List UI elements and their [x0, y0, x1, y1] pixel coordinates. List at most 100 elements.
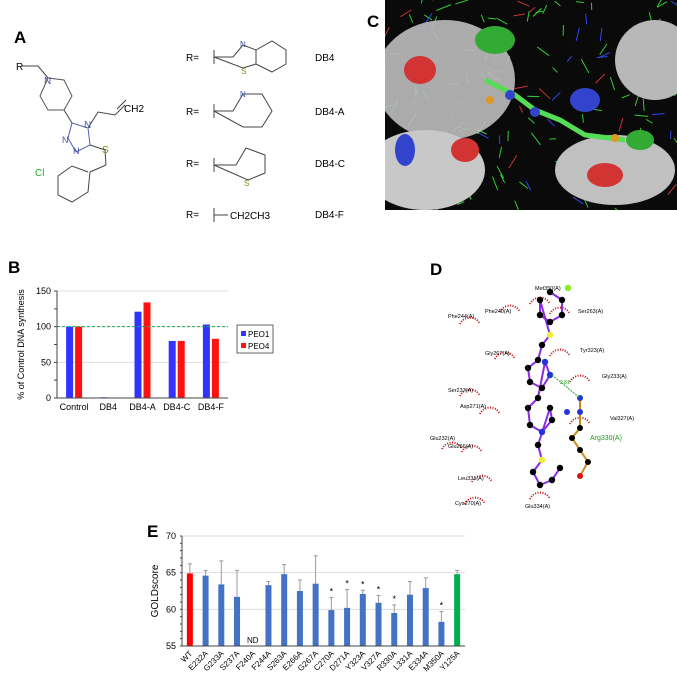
y-tick-label: 60	[166, 604, 176, 614]
bar-peo4-control	[75, 326, 83, 398]
residue-label: Val327(A)	[610, 416, 634, 422]
ligand-atom	[534, 394, 542, 402]
ligand-atom	[546, 404, 554, 412]
protein-stick	[566, 55, 573, 62]
protein-stick	[582, 114, 584, 123]
ligand-atom	[536, 481, 544, 489]
atom-label-cl: Cl	[35, 168, 44, 179]
hydrophobic-contact-arc	[441, 441, 463, 450]
compound-name-db4-f: DB4-F	[315, 210, 344, 221]
protein-stick	[408, 14, 414, 23]
protein-stick	[673, 92, 677, 97]
hydrophobic-contact-arc	[569, 416, 591, 425]
bar-wt	[186, 573, 193, 646]
protein-stick	[634, 96, 639, 107]
protein-stick	[508, 154, 518, 169]
panel-label-d: D	[430, 260, 443, 279]
ligand-atom	[538, 456, 546, 464]
atom-label-n: N	[240, 90, 246, 99]
bar-m350a	[438, 621, 445, 646]
protein-stick	[576, 1, 584, 4]
bar-peo1-db4-f	[202, 324, 210, 398]
bar-s237a	[234, 596, 241, 646]
significance-marker: *	[330, 587, 334, 597]
ligand-bond	[537, 407, 551, 446]
protein-stick	[455, 0, 469, 5]
residue-label: Cys270(A)	[455, 501, 481, 507]
residue-label: Leu331(A)	[458, 476, 484, 482]
protein-stick	[420, 0, 423, 4]
protein-stick	[528, 7, 536, 13]
protein-stick	[480, 14, 485, 23]
ethyl-formula: CH2CH3	[230, 211, 270, 222]
protein-stick	[512, 85, 528, 90]
protein-stick	[652, 113, 665, 115]
protein-stick	[670, 0, 677, 6]
protein-stick	[519, 106, 524, 113]
residue-label: Tyr323(A)	[580, 348, 604, 354]
arg-atom	[585, 459, 591, 465]
residue-label: Phe240(A)	[485, 309, 511, 315]
protein-stick	[554, 0, 561, 7]
y-tick-label: 70	[166, 531, 176, 541]
hydrophobic-contact-arc	[459, 316, 481, 325]
y-axis-label: % of Control DNA synthesis	[16, 289, 26, 400]
arg-atom	[577, 409, 583, 415]
protein-stick	[551, 91, 561, 101]
hydrophobic-contact-arc	[549, 306, 571, 315]
ligand-atom	[534, 441, 542, 449]
hydrophobic-contact-arc	[529, 296, 551, 305]
ligand-atom	[524, 364, 532, 372]
r-prefix: R=	[186, 107, 199, 118]
protein-stick	[498, 135, 501, 145]
residue-label: Asp271(A)	[460, 404, 486, 410]
bar-peo1-control	[66, 326, 74, 398]
legend-swatch-peo1	[241, 331, 246, 336]
legend-box	[236, 324, 274, 354]
protein-stick	[542, 4, 548, 14]
hydrophobic-contact-arc	[494, 351, 516, 360]
panel-label-a: A	[14, 28, 27, 47]
hydrophobic-contact-arc	[569, 374, 591, 383]
legend-label-peo1: PEO1	[248, 330, 270, 339]
chemical-structure-panel: R N N N N S Cl CH2 R= R= R= R= DB4 DB4-A…	[16, 40, 345, 222]
hydrophobic-contact-arc	[549, 348, 571, 357]
y-tick-label: 65	[166, 568, 176, 578]
hydrophobic-contact-arc	[529, 491, 551, 500]
protein-stick	[424, 14, 433, 21]
protein-stick	[656, 1, 668, 8]
protein-stick	[673, 138, 677, 144]
significance-marker: *	[361, 579, 365, 589]
protein-stick	[609, 76, 616, 91]
atom-label-s: S	[241, 67, 246, 76]
panel-label-b: B	[8, 258, 21, 277]
protein-stick	[436, 4, 452, 11]
atom-label-ch2: CH2	[124, 104, 144, 115]
bar-peo1-db4-a	[134, 311, 142, 398]
protein-stick	[514, 200, 519, 210]
ligplot-interaction-diagram: Met350(A) Phe240(A) Ser263(A) Phe244(A) Tyr3…	[430, 284, 634, 510]
compound-name-db4-a: DB4-A	[315, 107, 345, 118]
ligand-atom	[536, 311, 544, 319]
significance-marker: *	[377, 584, 381, 594]
ligand-bond	[537, 361, 546, 399]
bar-y323a	[359, 593, 366, 646]
atom-label-n: N	[73, 146, 80, 156]
protein-stick	[580, 58, 590, 74]
ligand-atom	[548, 416, 556, 424]
chart-e-goldscore: 55606570WTE232AG233AS237AF240AF244AS263A…	[150, 531, 465, 673]
protein-stick	[487, 17, 497, 20]
molecular-surface-render	[385, 0, 677, 210]
residue-label: Ser237(A)	[448, 388, 473, 394]
protein-stick	[596, 56, 608, 58]
y-tick-label: 55	[166, 641, 176, 651]
compound-name-db4-c: DB4-C	[315, 159, 345, 170]
hydrophobic-contact-arc	[479, 406, 501, 415]
r-prefix: R=	[186, 159, 199, 170]
hbond-distance: 2.81	[560, 380, 570, 386]
atom-label-n: N	[62, 135, 69, 145]
residue-label: Glu232(A)	[430, 436, 455, 442]
protein-stick	[538, 88, 551, 100]
hydrophobic-contact-arc	[459, 388, 481, 397]
bar-e232a	[202, 575, 209, 646]
